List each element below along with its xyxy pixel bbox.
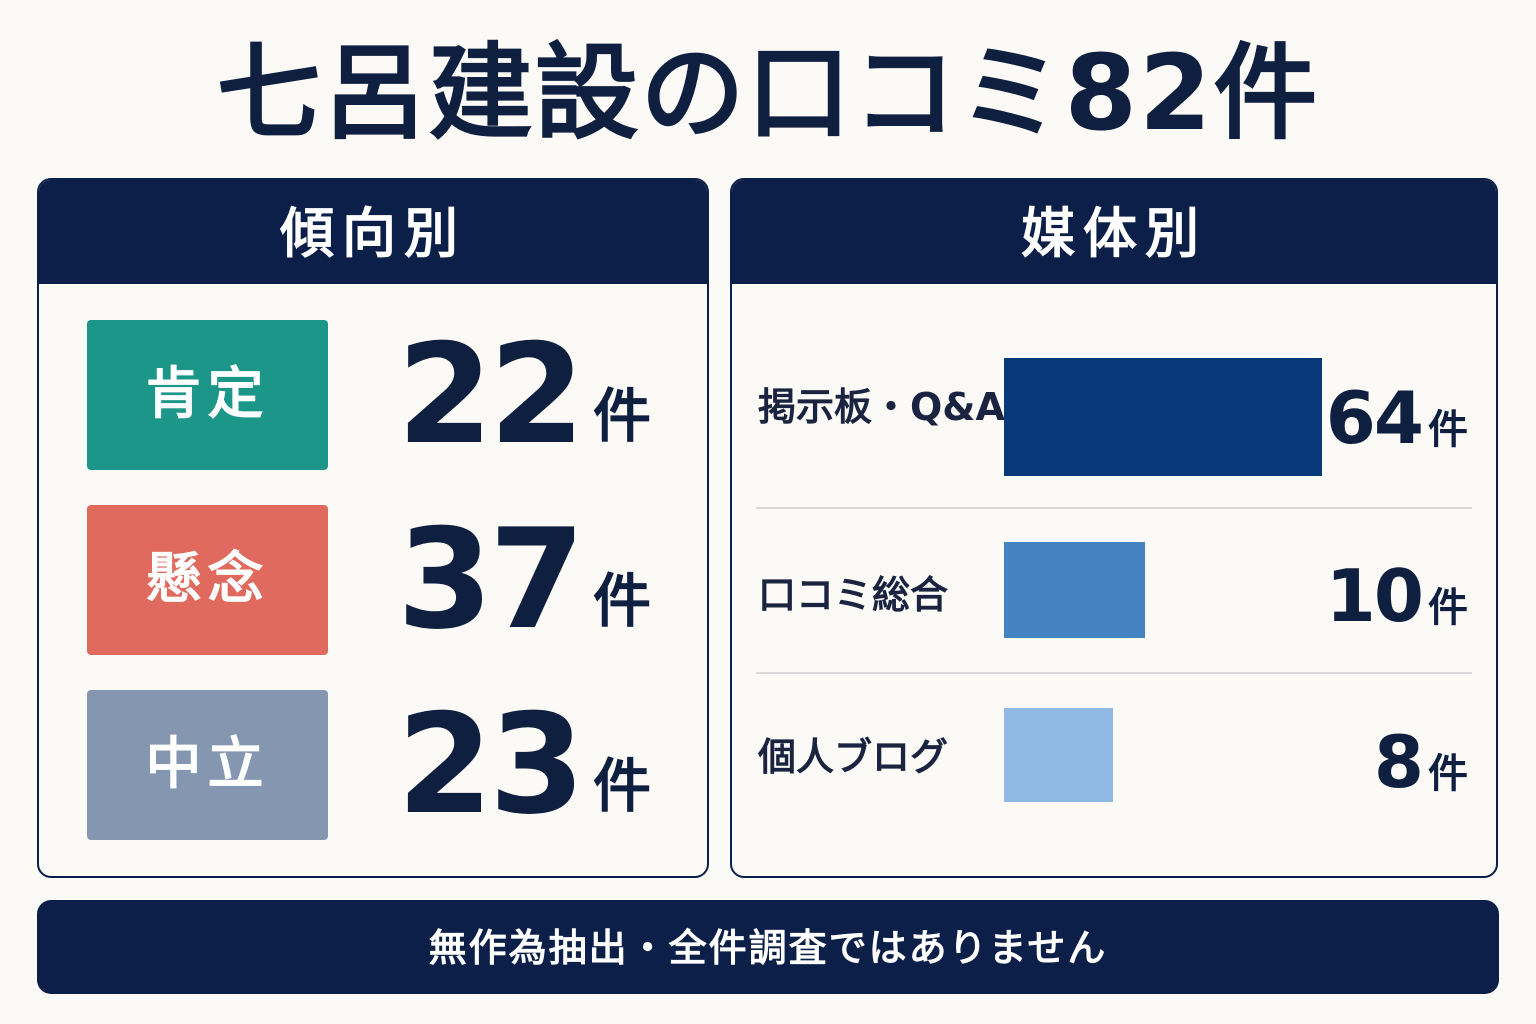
concern-count-value: 37 bbox=[397, 499, 585, 660]
footer-disclaimer: 無作為抽出・全件調査ではありません bbox=[37, 900, 1499, 994]
media-count-review: 10 件 bbox=[1326, 554, 1468, 638]
sentiment-row-positive: 肯定 22 件 bbox=[87, 320, 677, 470]
concern-count-unit: 件 bbox=[593, 567, 652, 635]
positive-badge: 肯定 bbox=[87, 320, 328, 470]
neutral-count-unit: 件 bbox=[593, 752, 652, 820]
concern-badge: 懸念 bbox=[87, 505, 328, 655]
positive-count-value: 22 bbox=[397, 314, 585, 475]
media-label-blog: 個人ブログ bbox=[758, 735, 949, 779]
media-count-blog-value: 8 bbox=[1373, 720, 1424, 804]
media-divider bbox=[756, 672, 1472, 674]
neutral-count-value: 23 bbox=[397, 684, 585, 845]
media-label-review: 口コミ総合 bbox=[758, 573, 949, 617]
positive-count: 22 件 bbox=[397, 320, 651, 470]
concern-count: 37 件 bbox=[397, 505, 651, 655]
neutral-count: 23 件 bbox=[397, 690, 651, 840]
sentiment-panel: 傾向別 肯定 22 件 懸念 37 件 中立 23 件 bbox=[37, 178, 709, 878]
media-bar-blog bbox=[1004, 708, 1113, 802]
neutral-badge: 中立 bbox=[87, 690, 328, 840]
media-count-blog-unit: 件 bbox=[1428, 751, 1468, 797]
media-divider bbox=[756, 507, 1472, 509]
media-count-review-value: 10 bbox=[1325, 554, 1424, 638]
sentiment-row-concern: 懸念 37 件 bbox=[87, 505, 677, 655]
media-label-bbs: 掲示板・Q&A bbox=[758, 385, 1005, 429]
media-bar-bbs bbox=[1004, 358, 1322, 476]
sentiment-row-neutral: 中立 23 件 bbox=[87, 690, 677, 840]
media-count-bbs-unit: 件 bbox=[1428, 407, 1468, 453]
media-count-review-unit: 件 bbox=[1428, 585, 1468, 631]
page-title: 七呂建設の口コミ82件 bbox=[216, 32, 1320, 154]
sentiment-panel-header: 傾向別 bbox=[39, 180, 707, 284]
positive-count-unit: 件 bbox=[593, 382, 652, 450]
media-bar-review bbox=[1004, 542, 1145, 638]
media-count-bbs: 64 件 bbox=[1326, 376, 1468, 460]
media-panel-header: 媒体別 bbox=[732, 180, 1496, 284]
media-count-bbs-value: 64 bbox=[1325, 376, 1424, 460]
